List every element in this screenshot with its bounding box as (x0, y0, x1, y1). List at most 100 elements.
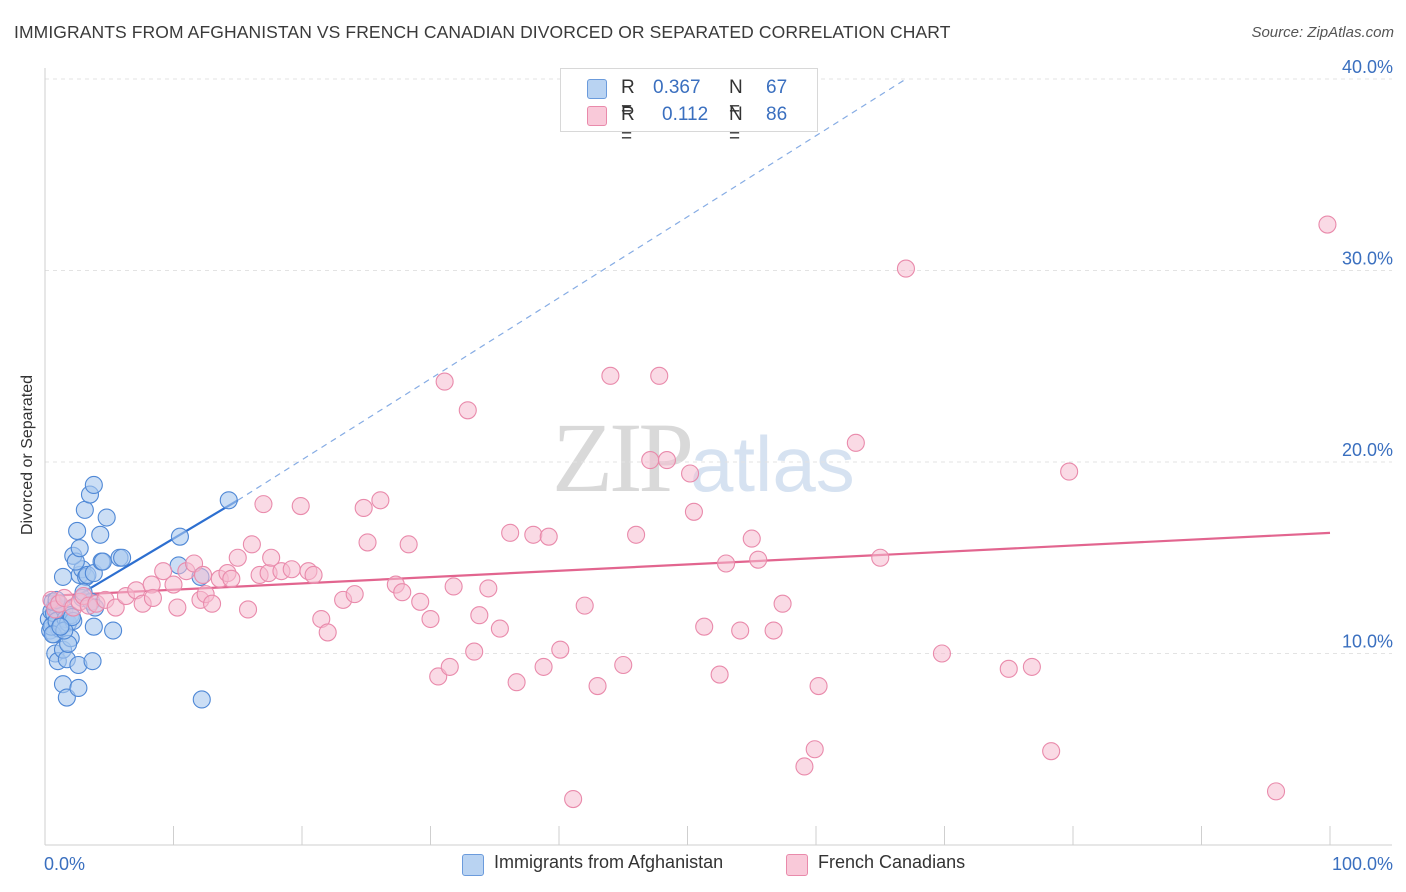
y-tick-label: 20.0% (1342, 440, 1393, 460)
tick-labels: 10.0% 20.0% 30.0% 40.0% 0.0% 100.0% (44, 57, 1393, 874)
y-tick-label: 10.0% (1342, 632, 1393, 652)
trend-line-afghanistan-extension (237, 78, 907, 501)
data-point-afghanistan (170, 527, 189, 546)
chart-title: IMMIGRANTS FROM AFGHANISTAN VS FRENCH CA… (14, 22, 951, 42)
legend-n-label: N = (729, 104, 743, 147)
data-point-french-canadian (524, 525, 543, 544)
data-point-french-canadian (1266, 782, 1286, 801)
data-point-french-canadian (575, 596, 594, 615)
source-credit: Source: ZipAtlas.com (1251, 24, 1394, 41)
data-point-afghanistan (75, 500, 94, 519)
legend-r-label: R = (621, 77, 635, 120)
x-tick-label: 100.0% (1332, 854, 1393, 874)
data-point-afghanistan (97, 508, 116, 527)
data-point-french-canadian (614, 655, 633, 675)
correlation-legend: R = 0.367 N = 67 R = 0.112 N = 86 (560, 68, 818, 147)
data-point-french-canadian (507, 673, 526, 692)
data-point-french-canadian (106, 598, 125, 617)
data-point-french-canadian (479, 579, 498, 598)
data-point-french-canadian (539, 527, 558, 546)
data-point-french-canadian (164, 575, 183, 594)
data-point-french-canadian (282, 560, 301, 579)
data-point-french-canadian (681, 464, 700, 483)
data-point-french-canadian (641, 451, 660, 470)
data-point-french-canadian (716, 554, 736, 573)
data-point-afghanistan (113, 548, 132, 567)
data-point-french-canadian (143, 588, 162, 608)
data-point-french-canadian (1042, 742, 1061, 761)
data-point-french-canadian (1318, 215, 1337, 234)
data-point-french-canadian (421, 609, 440, 629)
data-point-afghanistan (53, 567, 73, 586)
data-point-french-canadian (222, 569, 241, 588)
data-point-french-canadian (435, 372, 454, 391)
data-point-afghanistan (70, 539, 89, 558)
data-point-french-canadian (154, 562, 173, 581)
data-point-french-canadian (304, 565, 323, 585)
series-french-canadian-points (42, 215, 1337, 809)
data-point-french-canadian (773, 594, 792, 613)
data-point-french-canadian (871, 548, 890, 567)
data-point-french-canadian (846, 433, 865, 452)
legend-r-label: R = (621, 104, 635, 147)
data-point-french-canadian (254, 495, 273, 514)
data-point-french-canadian (742, 529, 761, 548)
data-point-french-canadian (371, 491, 390, 510)
data-point-french-canadian (440, 657, 459, 676)
data-point-french-canadian (534, 657, 553, 676)
data-point-french-canadian (805, 740, 824, 759)
data-point-french-canadian (710, 665, 729, 684)
legend-n-value: 86 (766, 104, 788, 125)
data-point-afghanistan (84, 617, 103, 636)
data-point-french-canadian (242, 535, 261, 554)
data-point-french-canadian (465, 642, 484, 661)
data-point-french-canadian (262, 548, 281, 567)
data-point-french-canadian (470, 606, 489, 625)
legend-n-value: 67 (766, 77, 788, 98)
data-point-french-canadian (795, 757, 814, 776)
data-point-french-canadian (564, 789, 583, 809)
legend-swatch-pink (587, 106, 607, 126)
data-point-french-canadian (731, 621, 750, 640)
data-point-afghanistan (219, 491, 238, 510)
axes (44, 68, 1392, 846)
data-point-french-canadian (318, 623, 337, 642)
data-point-french-canadian (627, 525, 646, 544)
data-point-french-canadian (588, 677, 607, 696)
data-point-french-canadian (501, 523, 520, 542)
data-point-afghanistan (192, 690, 211, 709)
data-point-afghanistan (93, 552, 112, 571)
x-tick-label: 0.0% (44, 854, 85, 874)
data-point-french-canadian (1060, 462, 1079, 481)
data-point-french-canadian (168, 598, 187, 617)
data-point-afghanistan (51, 617, 70, 636)
data-point-afghanistan (84, 475, 103, 495)
data-point-french-canadian (932, 644, 951, 663)
legend-r-value: 0.112 (662, 104, 709, 125)
legend-label: French Canadians (818, 852, 966, 872)
data-point-french-canadian (490, 619, 509, 638)
data-point-afghanistan (83, 652, 102, 671)
data-point-french-canadian (684, 502, 703, 521)
data-point-afghanistan (68, 521, 87, 540)
data-point-french-canadian (238, 600, 258, 619)
data-point-french-canadian (354, 498, 373, 518)
data-point-french-canadian (228, 548, 247, 567)
data-point-french-canadian (345, 585, 364, 604)
data-point-french-canadian (458, 401, 477, 420)
data-point-french-canadian (291, 496, 310, 516)
data-point-french-canadian (411, 592, 430, 611)
data-point-french-canadian (749, 550, 768, 569)
data-point-french-canadian (1022, 657, 1041, 676)
legend-r-value: 0.367 (653, 77, 701, 98)
data-point-french-canadian (695, 617, 714, 636)
data-point-french-canadian (999, 659, 1018, 678)
data-point-afghanistan (104, 621, 123, 640)
legend-label: Immigrants from Afghanistan (494, 852, 724, 872)
data-point-french-canadian (650, 366, 669, 385)
data-point-french-canadian (809, 677, 828, 696)
data-point-french-canadian (551, 640, 570, 659)
data-point-french-canadian (764, 621, 783, 640)
legend-n-label: N = (729, 77, 743, 120)
y-tick-label: 40.0% (1342, 57, 1393, 77)
